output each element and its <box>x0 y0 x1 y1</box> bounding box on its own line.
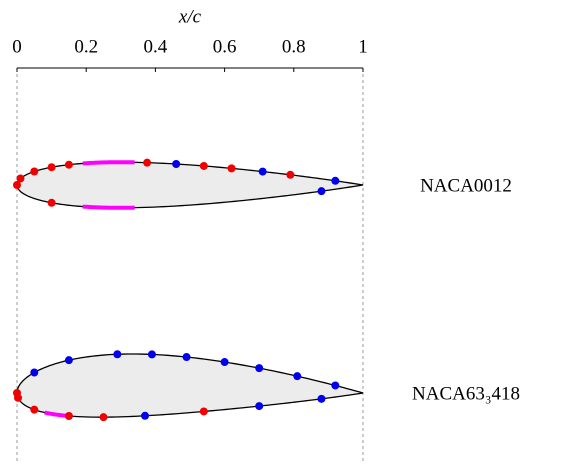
highlight-segment <box>44 410 70 418</box>
x-tick-label: 0.8 <box>282 36 306 57</box>
sensor-point <box>317 187 326 196</box>
sensor-point <box>47 198 56 207</box>
x-axis-label: x/c <box>178 6 202 27</box>
sensor-point <box>30 405 39 414</box>
sensor-point <box>331 381 340 390</box>
sensor-point <box>255 402 264 411</box>
sensor-point <box>286 170 295 179</box>
sensor-point <box>99 413 108 422</box>
sensor-point <box>147 350 156 359</box>
x-tick-label: 1 <box>358 36 368 57</box>
sensor-point <box>317 394 326 403</box>
sensor-point <box>331 176 340 185</box>
sensor-point <box>64 160 73 169</box>
sensor-point <box>141 411 150 420</box>
sensor-point <box>199 161 208 170</box>
sensor-point <box>30 167 39 176</box>
sensor-point <box>293 372 302 381</box>
sensor-point <box>64 356 73 365</box>
airfoil-outline <box>16 161 364 209</box>
sensor-point <box>14 393 23 402</box>
sensor-point <box>16 174 25 183</box>
sensor-point <box>172 160 181 169</box>
x-tick-label: 0.6 <box>213 36 237 57</box>
highlight-segment <box>82 204 135 210</box>
sensor-point <box>199 407 208 416</box>
x-tick-label: 0.4 <box>144 36 168 57</box>
sensor-point <box>255 364 264 373</box>
sensor-point <box>113 350 122 359</box>
sensor-point <box>182 353 191 362</box>
sensor-point <box>47 163 56 172</box>
sensor-point <box>13 181 21 189</box>
sensor-point <box>258 167 267 176</box>
sensor-point <box>220 358 229 367</box>
airfoil-name: NACA63₃418 <box>412 383 520 404</box>
airfoil-name: NACA0012 <box>420 175 512 196</box>
sensor-point <box>227 164 236 173</box>
x-tick-label: 0.2 <box>74 36 98 57</box>
sensor-point <box>30 368 39 377</box>
highlight-segment <box>82 160 135 166</box>
x-tick-label: 0 <box>12 36 22 57</box>
sensor-point <box>143 158 152 167</box>
sensor-point <box>64 412 73 421</box>
